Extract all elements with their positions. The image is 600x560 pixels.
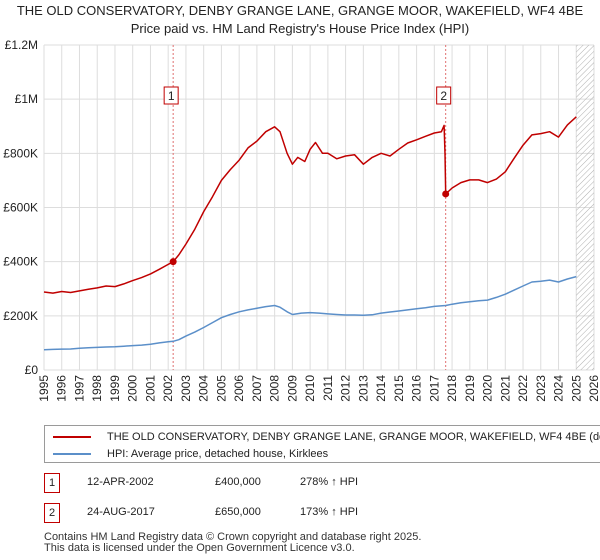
x-tick-label: 2012 [339,375,353,402]
y-tick-label: £1.2M [5,38,38,52]
sale-row: 2 24-AUG-2017 £650,000 173% ↑ HPI [44,501,584,527]
x-tick-label: 2023 [534,375,548,402]
legend-label-hpi: HPI: Average price, detached house, Kirk… [107,448,329,460]
chart-title-line-1: THE OLD CONSERVATORY, DENBY GRANGE LANE,… [16,3,584,18]
x-tick-label: 2011 [321,375,335,401]
x-tick-label: 1998 [90,375,104,402]
x-tick-label: 1997 [72,375,86,402]
hpi-line [43,275,577,351]
x-tick-label: 2010 [303,375,317,402]
legend-swatch-hpi [53,453,91,455]
y-tick-label: £0 [25,363,39,377]
legend-label-property: THE OLD CONSERVATORY, DENBY GRANGE LANE,… [107,431,600,443]
footer: Contains HM Land Registry data © Crown c… [44,532,600,554]
sale-2-point [442,190,450,198]
footer-copyright: Contains HM Land Registry data © Crown c… [44,531,422,543]
x-tick-label: 2019 [463,375,477,402]
y-tick-label: £600K [3,201,38,215]
x-tick-label: 2001 [143,375,157,402]
sale-hpi-change: 278% ↑ HPI [300,476,359,488]
grid [43,44,595,371]
x-tick-label: 2021 [498,375,512,402]
y-tick-label: £1M [15,92,38,106]
footer-licence: This data is licensed under the Open Gov… [44,542,355,554]
y-tick-label: £800K [3,146,38,160]
x-tick-label: 2026 [587,375,600,402]
x-tick-label: 2005 [214,375,228,402]
sale-1-label: 1 [168,89,175,103]
sale-number-badge: 2 [44,503,60,523]
sale-row: 1 12-APR-2002 £400,000 278% ↑ HPI [44,471,584,497]
x-tick-label: 2003 [179,375,193,402]
series-lines [43,116,577,351]
x-tick-label: 1996 [55,375,69,402]
sale-hpi-change: 173% ↑ HPI [300,506,359,518]
sale-1-point [169,258,177,266]
sale-price: £650,000 [215,506,261,518]
x-tick-label: 2013 [356,375,370,402]
legend-item-hpi: HPI: Average price, detached house, Kirk… [53,446,328,462]
legend-swatch-property [53,436,91,438]
x-tick-label: 1995 [37,375,51,402]
sale-points [169,190,450,266]
x-tick-label: 2024 [552,375,566,402]
sales-table: 1 12-APR-2002 £400,000 278% ↑ HPI 2 24-A… [44,471,584,527]
x-tick-label: 2008 [268,375,282,402]
sale-number-badge: 1 [44,473,60,493]
x-axis: 1995 1996 1997 1998 1999 2000 2001 2002 2003 2004… [37,375,600,402]
property-price-line [43,116,577,294]
sale-date: 24-AUG-2017 [87,506,155,518]
x-tick-label: 2004 [197,375,211,402]
x-tick-label: 2000 [126,375,140,402]
chart-title: THE OLD CONSERVATORY, DENBY GRANGE LANE,… [0,2,600,38]
x-tick-label: 2007 [250,375,264,402]
x-tick-label: 2002 [161,375,175,402]
x-tick-label: 1999 [108,375,122,402]
forecast-hatch-area [576,45,594,370]
x-tick-label: 2016 [410,375,424,402]
y-tick-label: £200K [3,309,38,323]
x-tick-label: 2006 [232,375,246,402]
x-tick-label: 2009 [285,375,299,402]
x-tick-label: 2018 [445,375,459,402]
sale-2-label: 2 [440,89,447,103]
chart-subtitle: Price paid vs. HM Land Registry's House … [130,21,470,36]
x-tick-label: 2020 [481,375,495,402]
x-tick-label: 2014 [374,375,388,402]
legend-item-property: THE OLD CONSERVATORY, DENBY GRANGE LANE,… [53,429,600,445]
x-tick-label: 2015 [392,375,406,402]
sale-price: £400,000 [215,476,261,488]
x-tick-label: 2017 [427,375,441,402]
sale-date: 12-APR-2002 [87,476,154,488]
y-tick-label: £400K [3,255,38,269]
x-tick-label: 2022 [516,375,530,402]
legend: THE OLD CONSERVATORY, DENBY GRANGE LANE,… [44,425,600,463]
sale-1-label-box [163,86,179,105]
sale-2-label-box [436,86,452,105]
y-axis: £0 £200K £400K £600K £800K £1M £1.2M [3,38,38,377]
x-tick-label: 2025 [569,375,583,402]
